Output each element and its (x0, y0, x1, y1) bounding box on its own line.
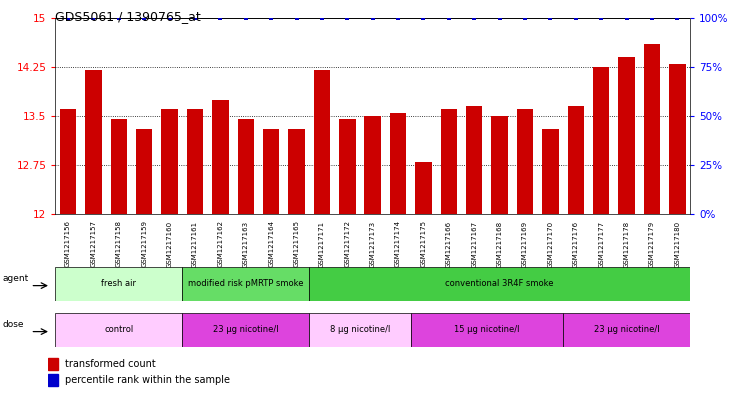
Bar (136, 129, 153, 214)
Text: percentile rank within the sample: percentile rank within the sample (65, 375, 230, 385)
Bar (55, 313, 182, 347)
Point (392, 15, 404, 21)
Point (672, 15, 683, 21)
Bar (411, 313, 563, 347)
Bar (187, 109, 203, 214)
Text: dose: dose (3, 320, 24, 329)
Point (291, 15, 303, 21)
Bar (618, 57, 635, 214)
Point (646, 15, 658, 21)
Text: control: control (104, 325, 134, 334)
Text: fresh air: fresh air (101, 279, 137, 288)
Bar (111, 119, 127, 214)
Point (570, 15, 582, 21)
Point (342, 15, 354, 21)
Bar (415, 162, 432, 214)
Text: 8 μg nicotine/l: 8 μg nicotine/l (330, 325, 390, 334)
Point (443, 15, 455, 21)
Point (138, 15, 150, 21)
Point (164, 15, 176, 21)
Text: 23 μg nicotine/l: 23 μg nicotine/l (594, 325, 659, 334)
Point (62, 15, 74, 21)
Bar (492, 116, 508, 214)
Text: agent: agent (3, 274, 29, 283)
Bar (182, 267, 309, 301)
Point (189, 15, 201, 21)
Bar (517, 109, 534, 214)
Bar (441, 109, 457, 214)
Bar (182, 313, 309, 347)
Point (367, 15, 379, 21)
Text: conventional 3R4F smoke: conventional 3R4F smoke (445, 279, 554, 288)
Bar (289, 129, 305, 214)
Bar (60, 109, 76, 214)
Bar (669, 64, 686, 214)
Point (519, 15, 531, 21)
Point (596, 15, 607, 21)
Bar (212, 99, 229, 214)
Text: transformed count: transformed count (65, 359, 155, 369)
Bar (85, 70, 102, 214)
Text: 23 μg nicotine/l: 23 μg nicotine/l (213, 325, 278, 334)
Bar (309, 313, 411, 347)
Bar (390, 113, 407, 214)
Point (469, 15, 480, 21)
Point (215, 15, 227, 21)
Point (418, 15, 430, 21)
Bar (466, 106, 483, 214)
Bar (263, 129, 280, 214)
Point (316, 15, 328, 21)
Bar (48, 358, 58, 369)
Bar (365, 116, 381, 214)
Bar (542, 129, 559, 214)
Bar (568, 106, 584, 214)
Bar (55, 267, 182, 301)
Point (113, 15, 125, 21)
Text: modified risk pMRTP smoke: modified risk pMRTP smoke (188, 279, 303, 288)
Bar (238, 119, 254, 214)
Text: GDS5061 / 1390765_at: GDS5061 / 1390765_at (55, 10, 201, 23)
Point (88, 15, 100, 21)
Point (545, 15, 556, 21)
Point (240, 15, 252, 21)
Bar (309, 267, 690, 301)
Point (265, 15, 277, 21)
Text: 15 μg nicotine/l: 15 μg nicotine/l (454, 325, 520, 334)
Bar (339, 119, 356, 214)
Bar (314, 70, 330, 214)
Point (494, 15, 506, 21)
Bar (563, 313, 690, 347)
Bar (593, 67, 610, 214)
Bar (48, 374, 58, 386)
Bar (644, 44, 661, 214)
Bar (162, 109, 178, 214)
Point (621, 15, 632, 21)
